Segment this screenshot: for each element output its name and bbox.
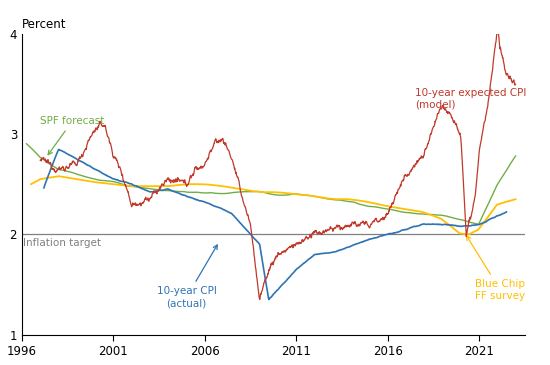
Text: 10-year CPI
(actual): 10-year CPI (actual) [157,245,217,308]
Text: Inflation target: Inflation target [23,238,101,248]
Text: 10-year expected CPI
(model): 10-year expected CPI (model) [415,88,526,110]
Text: SPF forecast: SPF forecast [40,116,104,155]
Text: Blue Chip
FF survey: Blue Chip FF survey [466,236,525,301]
Text: Percent: Percent [22,18,67,31]
